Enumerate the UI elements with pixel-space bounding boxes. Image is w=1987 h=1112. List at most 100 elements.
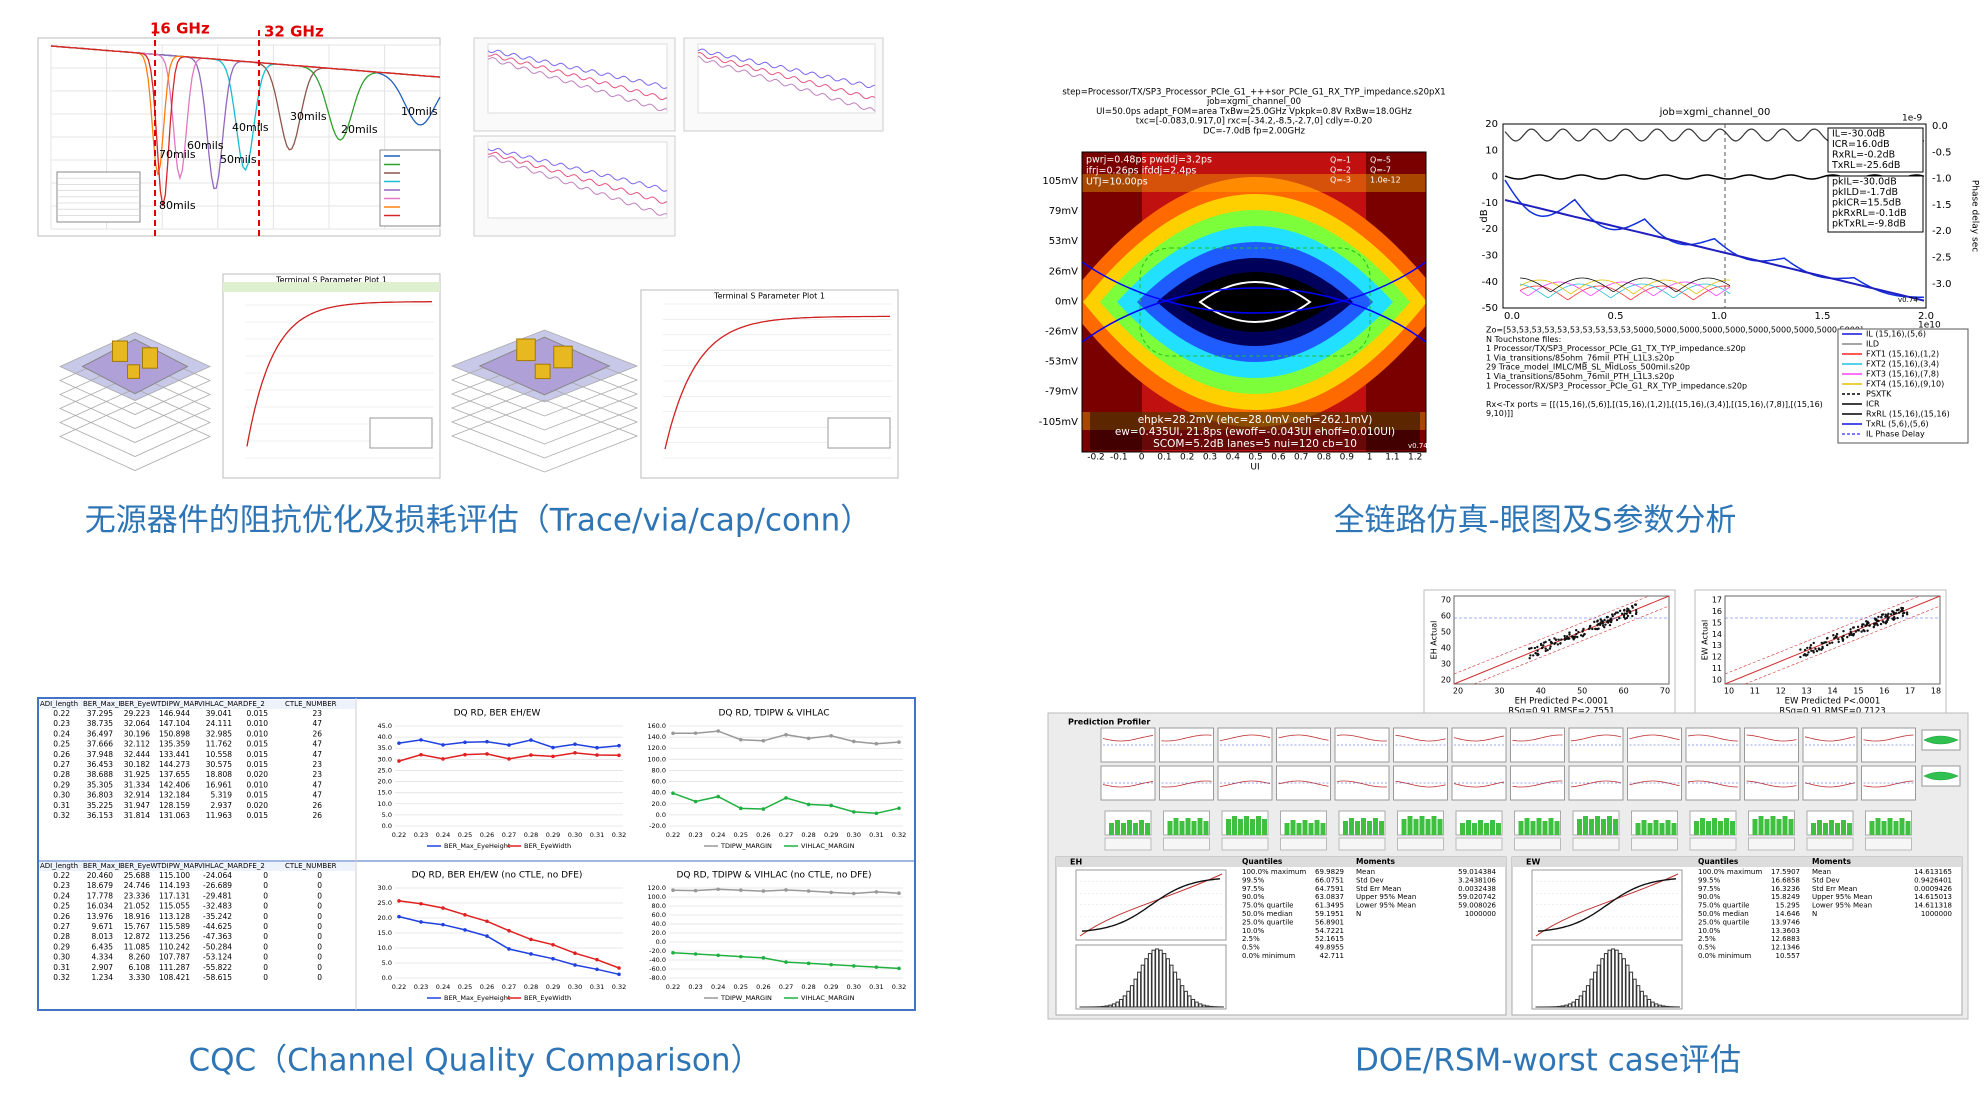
eye-opening [1198, 281, 1312, 323]
factor-bar [1496, 823, 1501, 835]
x-tick-label: 0.23 [688, 831, 702, 839]
factor-bar [1899, 818, 1905, 835]
observation [1873, 623, 1876, 627]
moment-label: Std Dev [1812, 876, 1840, 884]
axis-exponent: 1e10 [1918, 321, 1941, 331]
factor-bar [1173, 818, 1179, 835]
factor-bar [1367, 821, 1372, 835]
table-cell: 128.159 [159, 801, 190, 810]
observation [1854, 630, 1858, 633]
y-tick-label: 17 [1712, 596, 1722, 605]
x-tick-label: 0.29 [546, 831, 560, 839]
quantile-value: 13.3603 [1771, 927, 1800, 935]
x-tick-label: 0.26 [480, 831, 494, 839]
data-point [829, 890, 833, 895]
quantile-value: 61.3495 [1315, 902, 1344, 910]
y2-tick-label: -2.0 [1932, 226, 1952, 237]
factor-bar [1548, 818, 1554, 835]
data-point [419, 920, 423, 924]
transition-edge [1082, 287, 1426, 343]
legend-entry: BER_EyeWidth [524, 842, 571, 850]
table-cell: 0 [263, 973, 268, 982]
data-point [806, 802, 811, 807]
quantile-value: 69.9829 [1315, 868, 1344, 876]
moment-value: 14.615013 [1914, 893, 1952, 901]
eye-mask [1139, 247, 1371, 357]
column-header: BER_Max_EyeHeight [83, 862, 155, 870]
table-cell: 24.111 [206, 719, 232, 728]
y-tick-label: -40 [1482, 277, 1498, 288]
fit-stats: RSq=0.91 RMSE=2.7551 [1508, 707, 1614, 717]
data-point [874, 811, 879, 816]
metric: pkTxRL=-9.8dB [1832, 219, 1906, 230]
histogram-bar [1104, 1005, 1109, 1008]
factor-bar [1811, 823, 1816, 835]
y-tick-label: 12 [1712, 653, 1722, 662]
observation [1537, 653, 1540, 656]
table-cell: 2.907 [92, 963, 114, 972]
moment-value: 14.613165 [1914, 868, 1952, 876]
data-point [784, 888, 788, 892]
table-cell: 8.260 [129, 953, 151, 962]
table-cell: 4.334 [92, 953, 114, 962]
factor-bar [1817, 820, 1822, 835]
table-title: Quantiles [1242, 857, 1283, 866]
quantile-value: 64.7591 [1315, 885, 1344, 893]
factor-settings [1631, 837, 1678, 851]
table-cell: 0 [317, 891, 322, 900]
column-header: DFE_2 [243, 700, 265, 708]
factor-bar [1613, 819, 1618, 835]
factor-bar [1425, 819, 1431, 835]
observation [1812, 649, 1815, 653]
factor-bar [1472, 823, 1477, 835]
table-cell: 142.406 [159, 780, 190, 789]
factor-bar [1355, 821, 1360, 835]
observation [1618, 616, 1621, 620]
table-cell: 23 [312, 760, 322, 769]
observation [1842, 634, 1845, 638]
histogram-bar [1137, 971, 1142, 1008]
table-header-bg [39, 862, 355, 871]
observation [1568, 633, 1571, 636]
board-layer [450, 399, 639, 473]
histogram-bar [1205, 1005, 1210, 1008]
header-cell: CTLE_NUMBER [285, 700, 337, 708]
factor-bar [1484, 823, 1489, 835]
data-point [441, 922, 445, 927]
table-cell: 115.100 [159, 871, 190, 880]
x-axis-label: UI [1250, 463, 1259, 473]
y-tick-label: -10 [1482, 198, 1498, 209]
quantile-value: 10.557 [1776, 952, 1801, 960]
legend-entry: RxRL (15,16),(15,16) [1866, 410, 1950, 419]
observation [1860, 630, 1863, 633]
observation [1894, 611, 1898, 615]
data-point [761, 956, 766, 960]
factor-bar [1197, 818, 1203, 835]
board-layer [59, 402, 211, 471]
factor-bar [1841, 820, 1846, 835]
factor-bar [1437, 819, 1443, 835]
observation [1629, 611, 1632, 615]
quantile-value: 59.1951 [1315, 910, 1344, 918]
factor-bar [1770, 816, 1776, 835]
factor-bar [1577, 819, 1582, 835]
table-cell: 8.013 [92, 932, 114, 941]
quantile-label: 90.0% [1242, 893, 1265, 901]
table-cell: 18.679 [87, 881, 113, 890]
data-point [595, 957, 599, 962]
observation [1806, 646, 1809, 650]
table-cell: 0.28 [53, 932, 70, 941]
factor-bar [1232, 816, 1237, 835]
x-tick-label: 0.28 [801, 831, 815, 839]
table-cell: 0.015 [247, 791, 269, 800]
normal-line [1535, 873, 1679, 937]
histogram-bar [1639, 990, 1644, 1008]
data-point [852, 891, 856, 896]
histogram-bar [1122, 995, 1127, 1008]
histogram-bar [1144, 958, 1149, 1008]
x-tick-label: 0.28 [524, 831, 538, 839]
legend-box [827, 417, 891, 449]
x-tick-label: 0.5 [1608, 311, 1624, 322]
x-tick-label: 0.24 [436, 831, 450, 839]
table-cell: 3.330 [129, 973, 151, 982]
